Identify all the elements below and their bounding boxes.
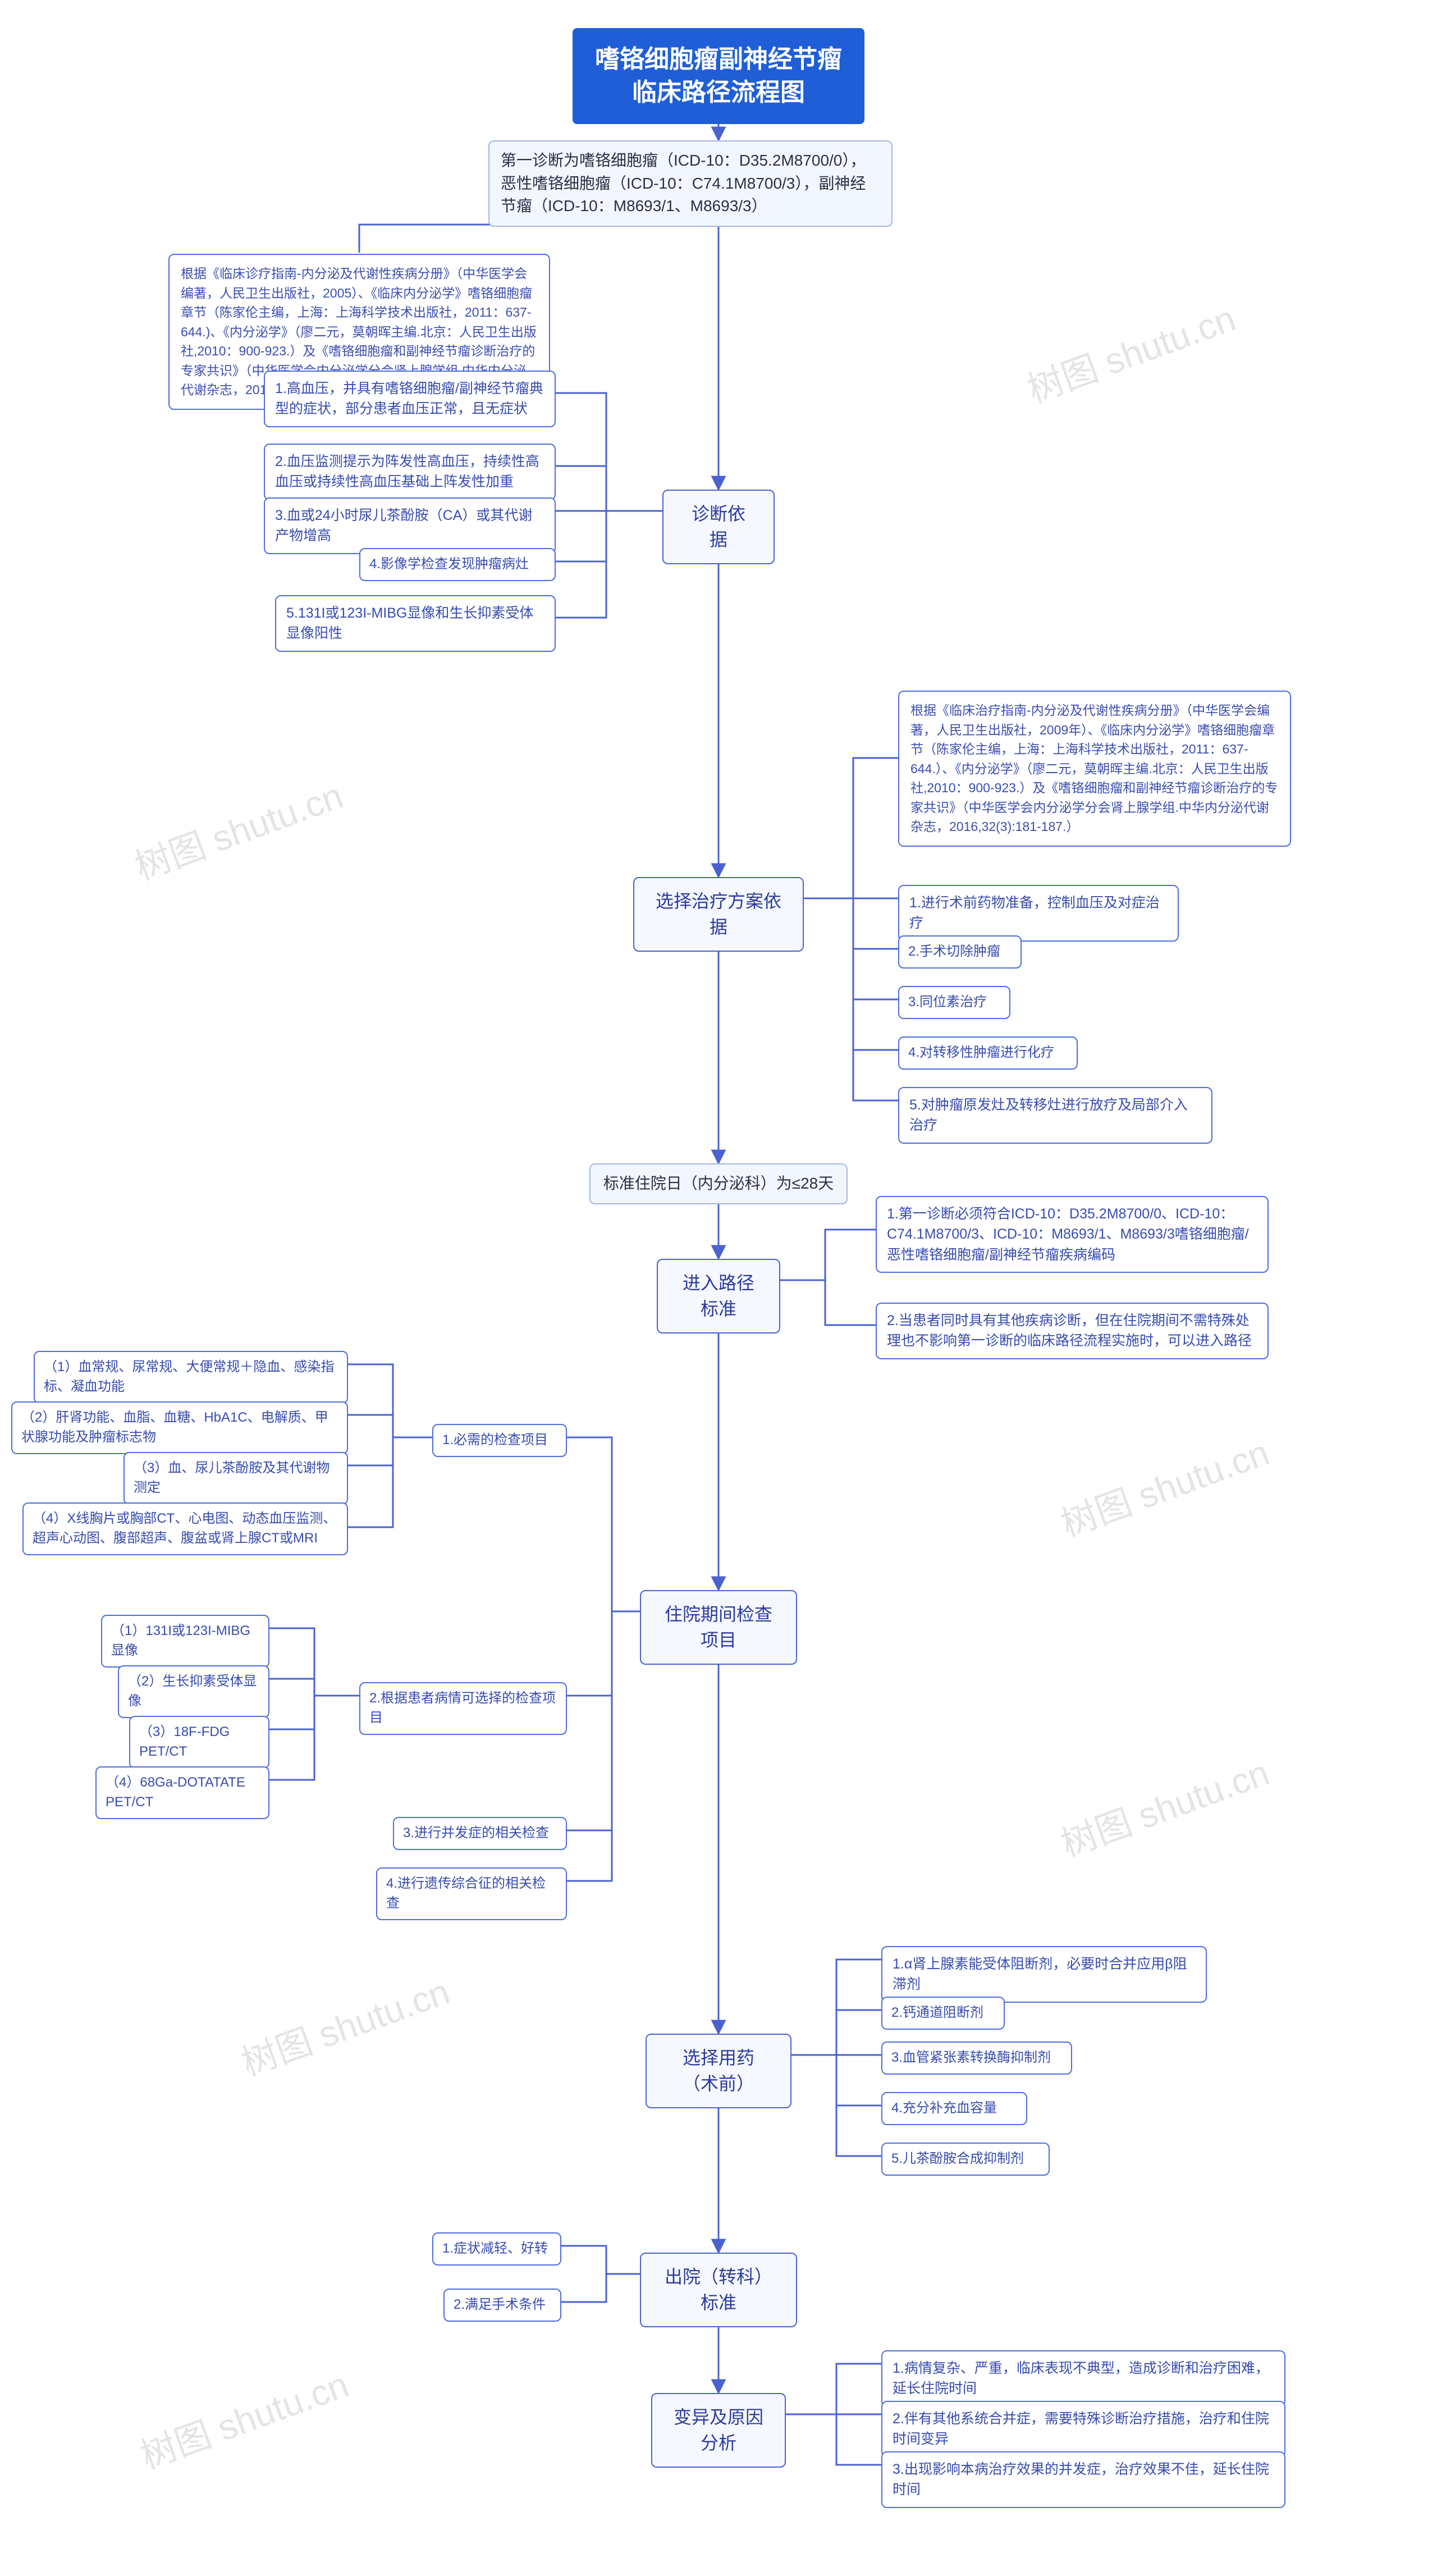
diag-item-1: 1.高血压，并具有嗜铬细胞瘤/副神经节瘤典型的症状，部分患者血压正常，且无症状 [264,371,556,427]
var-item-1: 1.病情复杂、严重，临床表现不典型，造成诊断和治疗困难，延长住院时间 [881,2350,1285,2407]
section-entry-criteria: 进入路径标准 [657,1259,780,1333]
section-discharge: 出院（转科）标准 [640,2253,797,2327]
treat-item-4: 4.对转移性肿瘤进行化疗 [898,1036,1078,1070]
treat-item-3: 3.同位素治疗 [898,986,1010,1019]
exam-g2-item-4: （4）68Ga-DOTATATE PET/CT [95,1766,269,1819]
exam-group1-label: 1.必需的检查项目 [432,1424,567,1457]
exam-g1-item-3: （3）血、尿儿茶酚胺及其代谢物测定 [123,1452,348,1505]
reference-box-2: 根据《临床治疗指南-内分泌及代谢性疾病分册》（中华医学会编著，人民卫生出版社，2… [898,691,1291,847]
med-item-2: 2.钙通道阻断剂 [881,1997,1005,2030]
watermark: 树图 shutu.cn [234,1963,456,2086]
discharge-item-2: 2.满足手术条件 [443,2289,561,2322]
exam-g1-item-2: （2）肝肾功能、血脂、血糖、HbA1C、电解质、甲状腺功能及肿瘤标志物 [11,1401,348,1454]
section-diagnosis-basis: 诊断依据 [662,490,775,564]
standard-stay: 标准住院日（内分泌科）为≤28天 [589,1163,848,1204]
enter-item-1: 1.第一诊断必须符合ICD-10：D35.2M8700/0、ICD-10：C74… [876,1196,1269,1273]
med-item-5: 5.儿茶酚胺合成抑制剂 [881,2143,1050,2176]
section-preop-meds: 选择用药（术前） [646,2034,791,2108]
enter-item-2: 2.当患者同时具有其他疾病诊断，但在住院期间不需特殊处理也不影响第一诊断的临床路… [876,1303,1269,1359]
watermark: 树图 shutu.cn [1019,290,1242,413]
exam-g2-item-1: （1）131I或123I-MIBG显像 [101,1615,269,1668]
diag-item-5: 5.131I或123I-MIBG显像和生长抑素受体显像阳性 [275,595,556,652]
exam-g1-item-1: （1）血常规、尿常规、大便常规＋隐血、感染指标、凝血功能 [34,1351,348,1404]
diag-item-2: 2.血压监测提示为阵发性高血压，持续性高血压或持续性高血压基础上阵发性加重 [264,444,556,500]
exam-extra-1: 3.进行并发症的相关检查 [393,1817,567,1850]
treat-item-5: 5.对肿瘤原发灶及转移灶进行放疗及局部介入治疗 [898,1087,1212,1144]
section-variance: 变异及原因分析 [651,2393,786,2468]
exam-extra-2: 4.进行遗传综合征的相关检查 [376,1867,567,1920]
med-item-4: 4.充分补充血容量 [881,2092,1027,2125]
treat-item-2: 2.手术切除肿瘤 [898,935,1022,969]
section-treatment-basis: 选择治疗方案依据 [633,877,804,952]
diag-item-4: 4.影像学检查发现肿瘤病灶 [359,548,556,581]
watermark: 树图 shutu.cn [132,2356,355,2479]
med-item-3: 3.血管紧张素转换酶抑制剂 [881,2041,1072,2075]
diagnosis-header: 第一诊断为嗜铬细胞瘤（ICD-10：D35.2M8700/0），恶性嗜铬细胞瘤（… [488,140,893,227]
exam-g2-item-3: （3）18F-FDG PET/CT [129,1716,269,1769]
section-hospital-exams: 住院期间检查项目 [640,1590,797,1665]
var-item-2: 2.伴有其他系统合并症，需要特殊诊断治疗措施，治疗和住院时间变异 [881,2401,1285,2458]
exam-group2-label: 2.根据患者病情可选择的检查项目 [359,1682,567,1735]
exam-g2-item-2: （2）生长抑素受体显像 [118,1665,269,1718]
watermark: 树图 shutu.cn [127,767,349,890]
discharge-item-1: 1.症状减轻、好转 [432,2232,561,2266]
treat-item-1: 1.进行术前药物准备，控制血压及对症治疗 [898,885,1179,942]
title-node: 嗜铬细胞瘤副神经节瘤临床路径流程图 [573,28,864,124]
var-item-3: 3.出现影响本病治疗效果的并发症，治疗效果不佳，延长住院时间 [881,2451,1285,2508]
flowchart-canvas: 嗜铬细胞瘤副神经节瘤临床路径流程图 第一诊断为嗜铬细胞瘤（ICD-10：D35.… [0,0,1437,2576]
med-item-1: 1.α肾上腺素能受体阻断剂，必要时合并应用β阻滞剂 [881,1946,1207,2003]
diag-item-3: 3.血或24小时尿儿茶酚胺（CA）或其代谢产物增高 [264,497,556,554]
exam-g1-item-4: （4）X线胸片或胸部CT、心电图、动态血压监测、超声心动图、腹部超声、腹盆或肾上… [22,1502,348,1555]
watermark: 树图 shutu.cn [1053,1744,1275,1867]
watermark: 树图 shutu.cn [1053,1424,1275,1547]
